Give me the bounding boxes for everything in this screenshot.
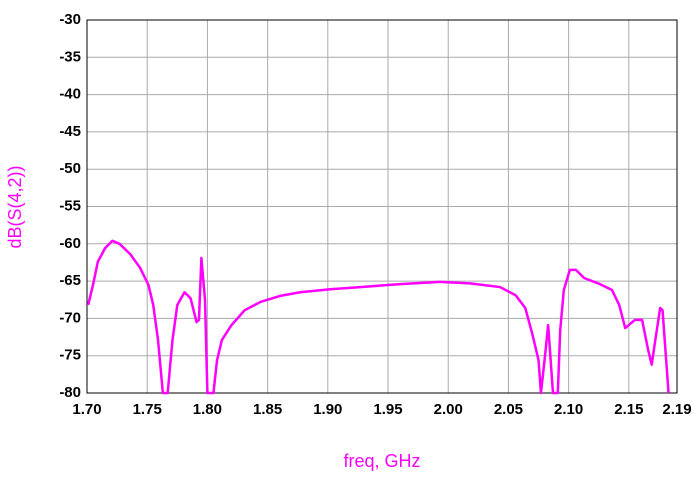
y-tick-label: -50 bbox=[59, 160, 81, 177]
plot-frame bbox=[86, 19, 678, 394]
y-axis-label: dB(S(4,2)) bbox=[5, 165, 25, 248]
y-tick-label: -55 bbox=[59, 197, 81, 214]
y-tick-label: -80 bbox=[59, 384, 81, 401]
y-tick-label: -75 bbox=[59, 347, 81, 364]
x-tick-label: 1.85 bbox=[253, 401, 282, 418]
x-tick-label: 2.10 bbox=[554, 401, 583, 418]
x-tick-label: 1.80 bbox=[193, 401, 222, 418]
y-tick-label: -35 bbox=[59, 48, 81, 65]
x-tick-label: 1.70 bbox=[72, 401, 101, 418]
x-tick-label: 2.19 bbox=[662, 401, 691, 418]
x-tick-label: 1.75 bbox=[133, 401, 162, 418]
data-line bbox=[86, 239, 670, 395]
y-tick-label: -65 bbox=[59, 272, 81, 289]
x-tick-label: 2.05 bbox=[494, 401, 523, 418]
x-tick-label: 1.95 bbox=[373, 401, 402, 418]
y-tick-label: -30 bbox=[59, 11, 81, 28]
y-tick-label: -60 bbox=[59, 235, 81, 252]
y-tick-label: -45 bbox=[59, 123, 81, 140]
x-tick-label: 1.90 bbox=[313, 401, 342, 418]
x-tick-label: 2.15 bbox=[614, 401, 643, 418]
x-tick-label: 2.00 bbox=[434, 401, 463, 418]
y-tick-label: -70 bbox=[59, 309, 81, 326]
x-axis-label: freq, GHz bbox=[343, 451, 420, 471]
y-tick-label: -40 bbox=[59, 86, 81, 103]
